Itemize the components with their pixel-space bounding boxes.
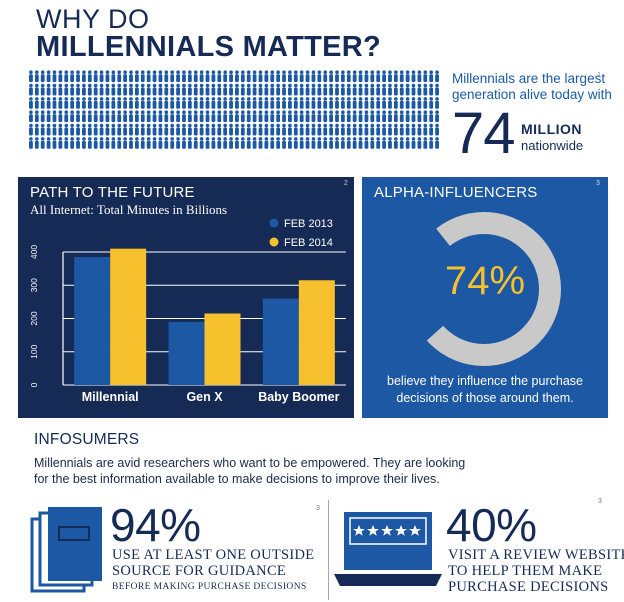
bar-baby-boomer-1 — [262, 298, 299, 385]
stat-right-percent: 40% — [446, 499, 537, 551]
legend-label: FEB 2014 — [284, 237, 333, 249]
stat-right-footnote: 3 — [598, 498, 602, 505]
population-number: 74 — [452, 101, 516, 166]
chart-footnote: 2 — [344, 180, 348, 187]
bar-gen-x-2 — [204, 313, 241, 385]
alpha-influencers-panel: ALPHA-INFLUENCERS 3 74% believe they inf… — [362, 177, 608, 418]
books-icon — [30, 507, 102, 593]
title-line-2: MILLENNIALS MATTER? — [36, 31, 382, 63]
y-tick-label: 300 — [29, 278, 39, 292]
title-line-1: WHY DO — [36, 4, 150, 34]
stat-right-line-1: VISIT A REVIEW WEBSITE — [448, 547, 624, 563]
alpha-footnote: 3 — [596, 180, 600, 187]
stat-left-line-2: SOURCE FOR GUIDANCE — [112, 563, 287, 579]
infosumers-description: Millennials are avid researchers who wan… — [34, 456, 466, 486]
chart-title: PATH TO THE FUTURE — [30, 184, 195, 201]
legend-swatch — [269, 237, 279, 247]
alpha-percent: 74% — [444, 259, 526, 303]
y-tick-label: 0 — [29, 382, 39, 387]
alpha-note: believe they influence the purchase deci… — [387, 374, 583, 405]
stat-left-line-1: USE AT LEAST ONE OUTSIDE — [112, 547, 315, 563]
stat-left-footnote: 3 — [316, 505, 320, 512]
chart-subtitle: All Internet: Total Minutes in Billions — [30, 202, 228, 217]
x-tick-label: Millennial — [82, 390, 139, 404]
legend-swatch — [269, 218, 279, 228]
x-tick-label: Gen X — [186, 390, 223, 404]
legend-label: FEB 2013 — [284, 218, 333, 230]
stat-left-line-3: BEFORE MAKING PURCHASE DECISIONS — [112, 582, 307, 592]
population-text: Millennials are the largest generation a… — [452, 71, 612, 102]
y-tick-label: 400 — [29, 245, 39, 259]
y-tick-label: 100 — [29, 344, 39, 358]
alpha-title: ALPHA-INFLUENCERS — [374, 184, 538, 201]
population-footnote: 1 — [597, 72, 601, 79]
stat-right-line-2: TO HELP THEM MAKE — [448, 563, 603, 579]
divider — [328, 500, 329, 600]
infosumers-title: INFOSUMERS — [34, 431, 140, 448]
stat-right-line-3: PURCHASE DECISIONS — [448, 579, 609, 595]
bar-gen-x-1 — [168, 321, 205, 385]
population-unit: MILLION — [521, 121, 583, 137]
y-tick-label: 200 — [29, 311, 39, 325]
x-tick-label: Baby Boomer — [258, 390, 339, 404]
population-unit-sub: nationwide — [521, 138, 584, 153]
bar-baby-boomer-2 — [298, 280, 335, 385]
laptop-review-icon — [334, 512, 442, 586]
stat-left-percent: 94% — [110, 499, 201, 551]
bar-millennial-1 — [74, 256, 111, 385]
bar-millennial-2 — [110, 248, 147, 385]
path-to-future-panel: 0 100 200 300 400 Millennial Gen X Baby Boomer F… — [18, 177, 354, 418]
rating-stars-icon — [353, 525, 421, 536]
people-grid-icon — [29, 70, 439, 149]
bar-chart: 0 100 200 300 400 Millennial Gen X Baby Boomer F… — [29, 218, 346, 404]
donut-ring — [406, 211, 562, 367]
